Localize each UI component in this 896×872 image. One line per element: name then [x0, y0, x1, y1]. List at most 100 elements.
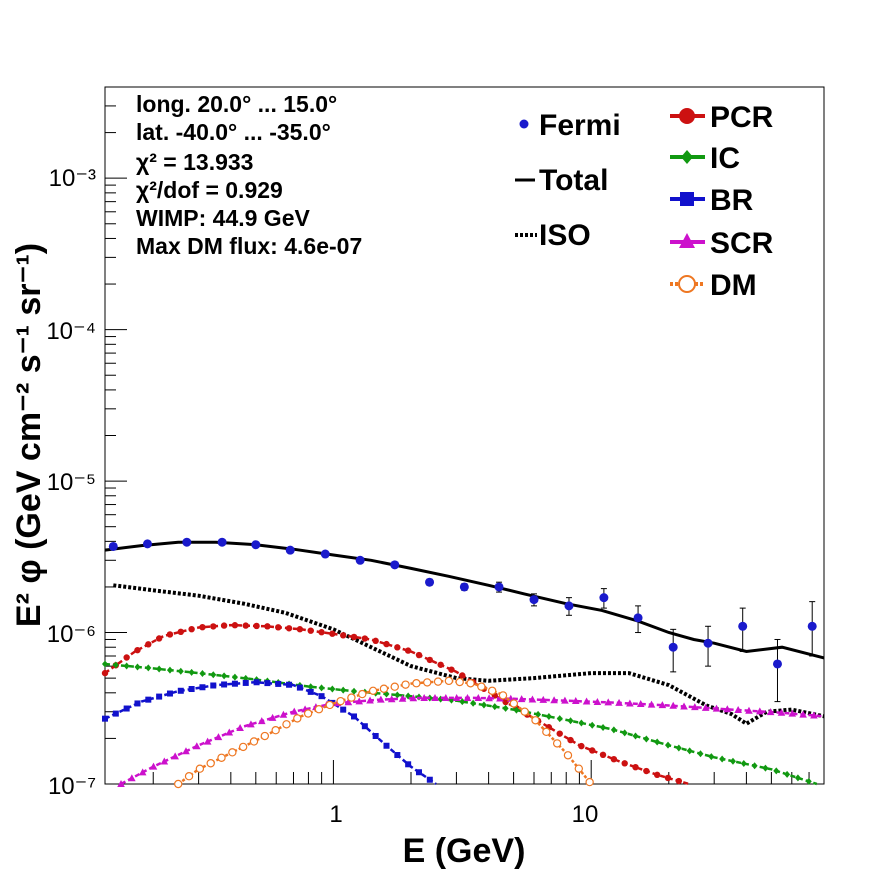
marker-br	[264, 680, 271, 687]
marker-scr	[571, 697, 580, 705]
marker-pcr	[177, 628, 184, 636]
fermi-point	[599, 593, 609, 603]
marker-br	[145, 696, 152, 703]
marker-scr	[810, 711, 818, 719]
marker-scr	[474, 694, 483, 702]
marker-pcr	[166, 631, 174, 638]
x-tick-label: 10	[572, 801, 599, 828]
legend-marker-br	[680, 192, 694, 206]
legend-label-scr: SCR	[710, 227, 774, 260]
marker-scr	[398, 694, 407, 702]
marker-scr	[149, 762, 158, 770]
marker-br	[318, 693, 325, 700]
marker-br	[166, 690, 173, 697]
marker-ic	[307, 683, 314, 691]
marker-ic	[470, 699, 477, 707]
marker-pcr	[231, 622, 239, 629]
marker-scr	[268, 713, 277, 721]
fermi-point	[355, 555, 365, 565]
marker-ic	[480, 701, 487, 709]
x-tick-label: 1	[329, 801, 342, 828]
marker-scr	[582, 697, 591, 705]
marker-ic	[762, 764, 769, 772]
marker-pcr	[329, 630, 336, 637]
marker-ic	[632, 732, 639, 740]
marker-dm	[358, 689, 367, 699]
marker-ic	[697, 750, 704, 758]
x-tick-labels: 1 10	[329, 801, 598, 828]
legend-label-iso: ISO	[539, 219, 591, 252]
marker-pcr	[253, 622, 260, 630]
marker-pcr	[361, 635, 369, 642]
marker-ic	[567, 717, 574, 725]
marker-br	[221, 681, 228, 688]
marker-ic	[459, 698, 466, 706]
marker-scr	[766, 708, 775, 716]
fermi-point	[142, 539, 152, 549]
y-tick-label: 10⁻⁷	[48, 773, 96, 800]
marker-scr	[452, 693, 461, 701]
marker-dm	[293, 714, 302, 723]
fermi-point	[633, 613, 643, 623]
marker-pcr	[610, 755, 618, 763]
marker-ic	[340, 686, 347, 694]
marker-ic	[502, 704, 509, 712]
marker-ic	[686, 747, 693, 755]
y-tick-label: 10⁻⁵	[47, 469, 96, 496]
marker-pcr	[318, 629, 325, 636]
marker-pcr	[437, 661, 444, 668]
marker-scr	[128, 774, 136, 782]
marker-dm	[260, 731, 270, 741]
marker-pcr	[242, 622, 249, 629]
fermi-point	[738, 621, 748, 631]
y-tick-labels: 10⁻⁷ 10⁻⁶ 10⁻⁵ 10⁻⁴ 10⁻³	[46, 165, 96, 800]
marker-ic	[318, 684, 325, 692]
wimp-mass: WIMP: 44.9 GeV	[136, 205, 310, 231]
marker-pcr	[675, 777, 683, 785]
marker-scr	[615, 698, 623, 706]
curve-iso	[113, 583, 825, 727]
marker-br	[177, 687, 184, 694]
marker-pcr	[394, 644, 401, 651]
marker-pcr	[350, 633, 358, 641]
marker-scr	[756, 707, 764, 715]
marker-scr	[517, 695, 526, 703]
fermi-point	[285, 545, 295, 555]
marker-scr	[236, 724, 244, 732]
marker-pcr	[199, 624, 206, 631]
marker-scr	[171, 752, 179, 760]
marker-pcr	[567, 736, 574, 744]
marker-br	[275, 680, 282, 687]
fermi-point	[182, 537, 192, 547]
marker-br	[231, 680, 238, 687]
marker-pcr	[415, 651, 423, 659]
marker-scr	[799, 710, 807, 718]
marker-dm	[379, 684, 389, 693]
marker-dm	[455, 677, 464, 687]
marker-ic	[221, 672, 228, 680]
marker-dm	[174, 779, 183, 789]
marker-br	[210, 682, 217, 689]
marker-ic	[654, 738, 661, 746]
marker-pcr	[578, 742, 585, 750]
fit-info: long. 20.0° ... 15.0° lat. -40.0° ... -3…	[136, 91, 362, 259]
marker-ic	[145, 664, 152, 672]
marker-dm	[368, 686, 378, 696]
marker-br	[415, 769, 422, 776]
marker-br	[426, 776, 433, 783]
curve-dm	[177, 679, 593, 786]
marker-dm	[282, 720, 291, 729]
curve-scr	[120, 696, 825, 786]
marker-ic	[166, 666, 173, 674]
fermi-point	[668, 642, 678, 652]
marker-ic	[351, 687, 358, 695]
marker-scr	[138, 768, 147, 776]
marker-br	[361, 723, 368, 730]
x-axis-label: E (GeV)	[403, 832, 526, 870]
marker-scr	[734, 706, 742, 714]
marker-pcr	[285, 625, 293, 632]
marker-pcr	[296, 626, 304, 633]
marker-dm	[574, 764, 584, 773]
legend-label-pcr: PCR	[710, 101, 774, 134]
legend-label-total: Total	[539, 164, 608, 197]
